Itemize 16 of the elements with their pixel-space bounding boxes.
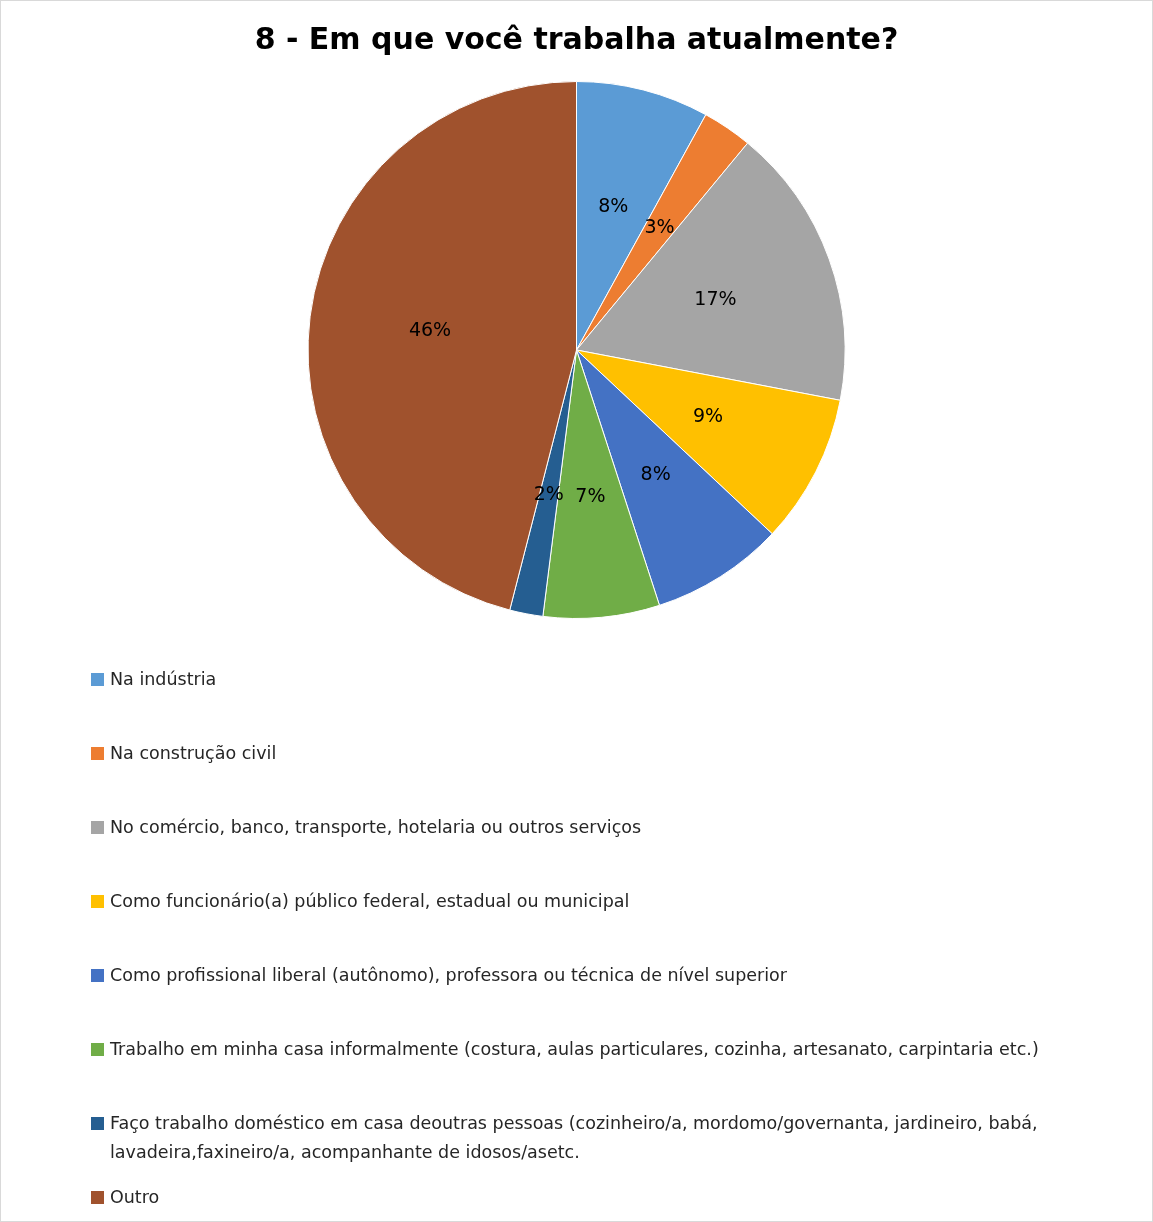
legend-label: Como profissional liberal (autônomo), professora ou técnica de nível superior bbox=[110, 964, 788, 987]
legend-label: Outro bbox=[110, 1186, 160, 1209]
data-label: 9% bbox=[693, 403, 724, 426]
legend-label: Trabalho em minha casa informalmente (costura, aulas particulares, cozinha, artesanato, carpintaria etc.) bbox=[110, 1038, 1039, 1061]
data-label: 8% bbox=[598, 193, 629, 216]
data-label: 46% bbox=[408, 318, 452, 341]
data-label: 3% bbox=[644, 214, 675, 237]
data-label: 8% bbox=[640, 461, 671, 484]
legend-label: Na indústria bbox=[110, 668, 217, 691]
legend-label: No comércio, banco, transporte, hotelaria ou outros serviços bbox=[110, 816, 642, 839]
legend-label: Faço trabalho doméstico em casa deoutras pessoas (cozinheiro/a, mordomo/governanta, jardineiro, babá, lavadeira,faxineiro/a, acompanhante de idosos/asetc. bbox=[110, 1112, 1039, 1164]
data-label: 17% bbox=[694, 286, 737, 309]
chart-title: 8 - Em que você trabalha atualmente? bbox=[254, 20, 899, 56]
data-label: 7% bbox=[575, 483, 606, 506]
legend-label: Como funcionário(a) público federal, estadual ou municipal bbox=[110, 890, 630, 913]
legend-label: Na construção civil bbox=[110, 742, 277, 765]
